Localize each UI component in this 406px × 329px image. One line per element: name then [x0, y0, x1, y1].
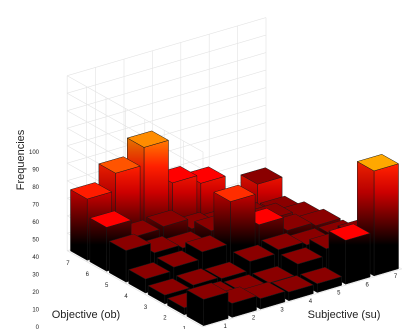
z-axis-label: Frequencies — [15, 129, 27, 190]
z-tick-label: 10 — [32, 308, 39, 314]
x-axis-label: Subjective (su) — [308, 309, 381, 321]
back-wall-grid-line — [67, 88, 266, 146]
z-tick-label: 40 — [32, 255, 39, 261]
x-tick-label: 3 — [280, 307, 284, 313]
z-tick-label: 60 — [32, 220, 39, 226]
y-axis-label: Objective (ob) — [52, 309, 120, 321]
back-wall-grid-line — [67, 53, 266, 111]
z-tick-label: 100 — [29, 150, 40, 156]
bar-face-side-shade — [71, 190, 88, 261]
bars — [71, 131, 399, 326]
x-tick-label: 5 — [337, 291, 341, 297]
bar-face-front — [346, 233, 371, 284]
x-tick-label: 2 — [252, 316, 256, 322]
y-tick-label: 5 — [105, 283, 109, 289]
x-tick-label: 1 — [224, 324, 228, 329]
z-tick-label: 70 — [32, 203, 39, 209]
z-tick-label: 30 — [32, 273, 39, 279]
z-tick-label: 50 — [32, 238, 39, 244]
y-tick-label: 2 — [163, 316, 167, 322]
z-tick-label: 20 — [32, 290, 39, 296]
back-wall-grid-line — [67, 35, 266, 93]
y-tick-label: 6 — [86, 272, 90, 278]
back-wall-grid-line — [67, 18, 266, 76]
x-tick-label: 4 — [309, 299, 313, 305]
y-tick-label: 3 — [144, 305, 148, 311]
bar — [187, 283, 228, 326]
z-tick-label: 0 — [36, 325, 40, 329]
y-tick-label: 4 — [124, 294, 128, 300]
x-tick-label: 6 — [366, 282, 370, 288]
x-tick-label: 7 — [394, 274, 398, 280]
bar-face-front — [374, 164, 399, 276]
z-tick-label: 80 — [32, 185, 39, 191]
y-tick-label: 7 — [66, 261, 70, 267]
back-wall-grid-line — [67, 70, 266, 128]
z-tick-label: 90 — [32, 168, 39, 174]
